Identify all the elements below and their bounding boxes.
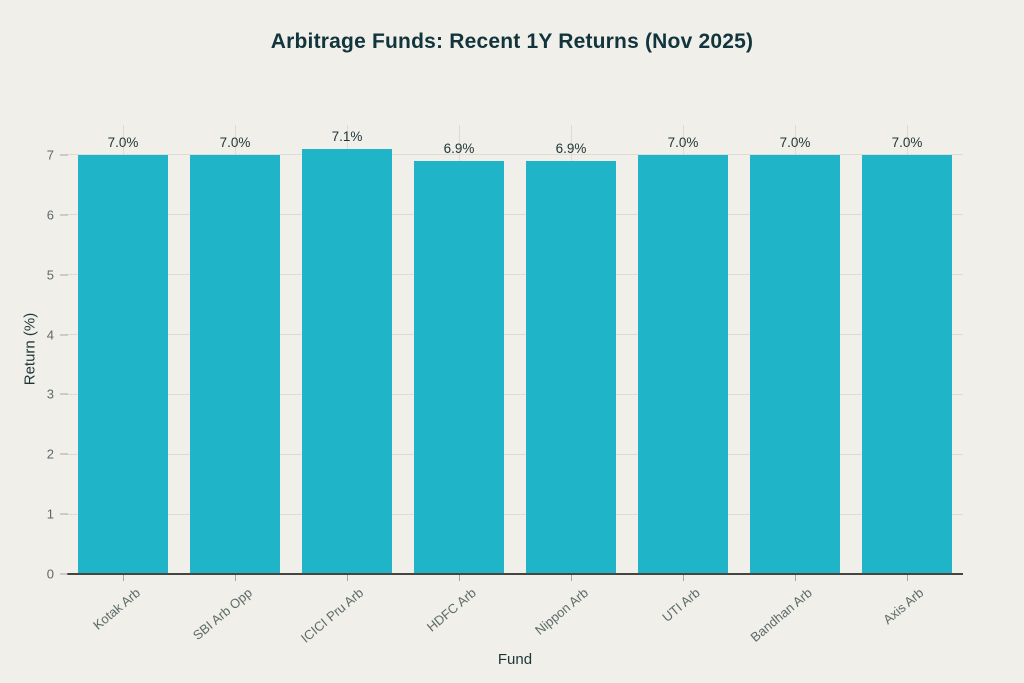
x-tick-mark xyxy=(235,575,236,581)
h-gridline xyxy=(67,274,963,276)
bar-axis-arb xyxy=(862,154,952,574)
x-axis-line xyxy=(67,573,963,575)
bar-value-label: 7.1% xyxy=(331,128,363,144)
y-tick-label: 5 xyxy=(46,267,54,283)
bar-value-label: 7.0% xyxy=(891,134,923,150)
x-tick-mark xyxy=(347,575,348,581)
x-tick-mark xyxy=(459,575,460,581)
y-tick-mark xyxy=(60,214,68,216)
x-tick-mark xyxy=(907,575,908,581)
y-tick-mark xyxy=(60,453,68,455)
y-tick-mark xyxy=(60,334,68,336)
bar-nippon-arb xyxy=(526,160,616,574)
y-tick-label: 1 xyxy=(46,506,54,522)
bar-value-label: 6.9% xyxy=(555,140,587,156)
bar-sbi-arb-opp xyxy=(190,154,280,574)
bar-hdfc-arb xyxy=(414,160,504,574)
y-tick-label: 0 xyxy=(46,566,54,582)
x-tick-label: Kotak Arb xyxy=(89,585,143,633)
x-tick-mark xyxy=(683,575,684,581)
x-tick-label: ICICI Pru Arb xyxy=(298,585,367,646)
bar-kotak-arb xyxy=(78,154,168,574)
x-tick-label: Nippon Arb xyxy=(531,585,591,638)
bar-icici-pru-arb xyxy=(302,148,392,574)
x-tick-mark xyxy=(123,575,124,581)
y-axis-title: Return (%) xyxy=(21,312,39,386)
plot-area: 7.0% 7.0% 7.1% 6.9% 6.9% 7.0% 7.0% 7.0% xyxy=(67,125,963,575)
x-tick-mark xyxy=(795,575,796,581)
h-gridline xyxy=(67,513,963,515)
y-tick-label: 2 xyxy=(46,446,54,462)
bar-value-label: 7.0% xyxy=(219,134,251,150)
y-tick-label: 7 xyxy=(46,147,54,163)
bar-value-label: 7.0% xyxy=(779,134,811,150)
bar-value-label: 6.9% xyxy=(443,140,475,156)
bar-bandhan-arb xyxy=(750,154,840,574)
y-tick-label: 6 xyxy=(46,207,54,223)
h-gridline xyxy=(67,214,963,216)
x-axis-title: Fund xyxy=(497,651,533,668)
y-tick-label: 3 xyxy=(46,386,54,402)
bar-uti-arb xyxy=(638,154,728,574)
y-tick-mark xyxy=(60,573,68,575)
x-tick-label: Axis Arb xyxy=(880,585,927,628)
h-gridline xyxy=(67,334,963,336)
y-tick-mark xyxy=(60,513,68,515)
chart-title: Arbitrage Funds: Recent 1Y Returns (Nov … xyxy=(270,30,754,53)
y-tick-mark xyxy=(60,154,68,156)
h-gridline xyxy=(67,453,963,455)
bar-value-label: 7.0% xyxy=(667,134,699,150)
x-tick-label: SBI Arb Opp xyxy=(189,585,255,643)
h-gridline xyxy=(67,154,963,156)
x-tick-mark xyxy=(571,575,572,581)
bar-value-label: 7.0% xyxy=(107,134,139,150)
y-tick-label: 4 xyxy=(46,327,54,343)
x-tick-label: Bandhan Arb xyxy=(747,585,815,645)
x-tick-label: UTI Arb xyxy=(659,585,703,625)
h-gridline xyxy=(67,393,963,395)
y-tick-mark xyxy=(60,393,68,395)
y-tick-mark xyxy=(60,274,68,276)
x-tick-label: HDFC Arb xyxy=(423,585,479,635)
